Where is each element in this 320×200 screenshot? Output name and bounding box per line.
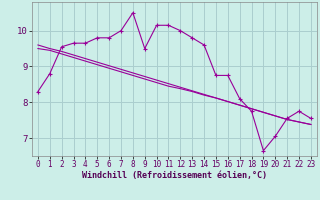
X-axis label: Windchill (Refroidissement éolien,°C): Windchill (Refroidissement éolien,°C) <box>82 171 267 180</box>
